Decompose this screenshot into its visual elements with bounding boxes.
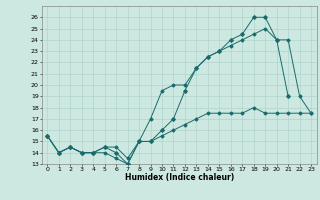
X-axis label: Humidex (Indice chaleur): Humidex (Indice chaleur) [124,173,234,182]
